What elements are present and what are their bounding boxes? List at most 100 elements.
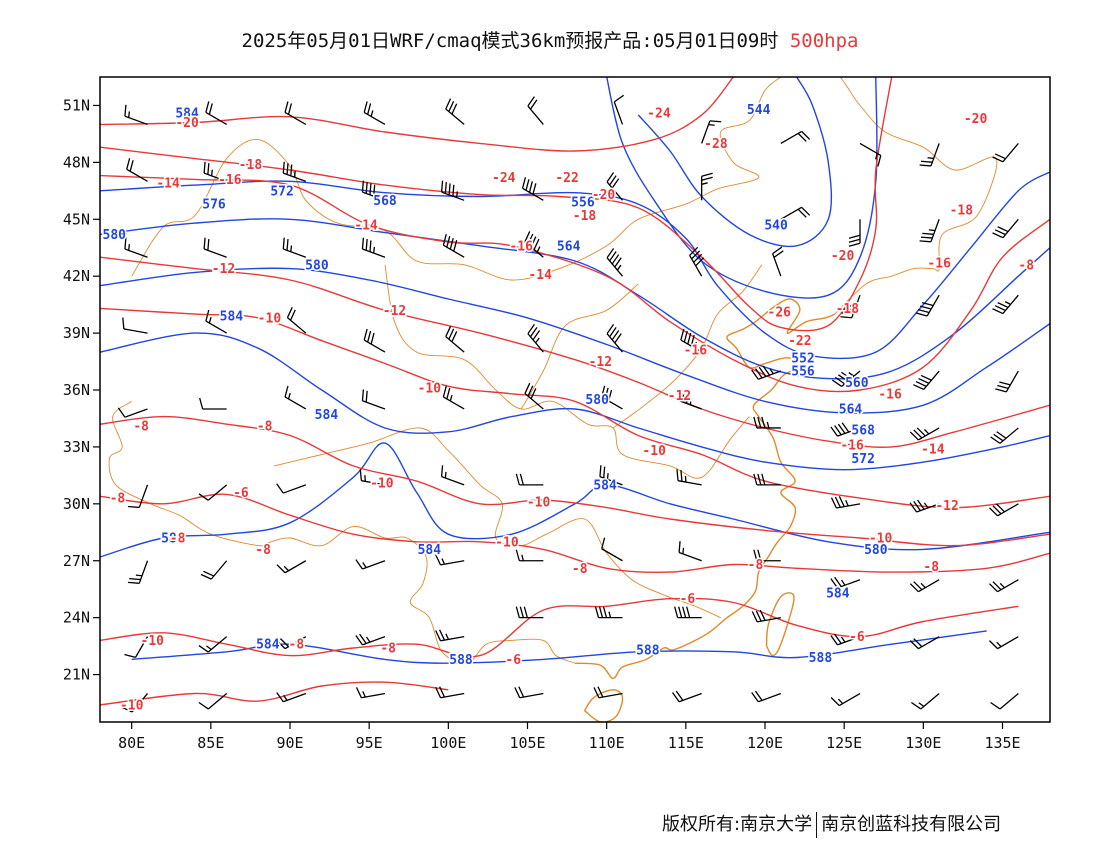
wind-barb <box>355 633 386 646</box>
height-label: 552 <box>791 351 814 366</box>
height-label: 584 <box>315 408 339 423</box>
wind-barb <box>830 576 861 589</box>
wind-barb <box>680 328 702 353</box>
temperature-label: -10 <box>418 382 442 397</box>
x-tick-label: 130E <box>905 734 941 752</box>
wind-barb <box>124 237 148 258</box>
temperature-label: -8 <box>170 531 186 546</box>
temperature-label: -8 <box>133 420 149 435</box>
wind-barb <box>909 427 940 441</box>
wind-barb <box>594 606 623 619</box>
temperature-label: -8 <box>110 492 126 507</box>
temperature-label: -28 <box>704 137 728 152</box>
height-label: 564 <box>557 239 581 254</box>
height-label: 564 <box>839 402 863 417</box>
temperature-contour <box>100 256 1050 448</box>
wind-barb <box>599 465 623 486</box>
wind-barb <box>284 385 307 410</box>
height-label: 580 <box>305 258 329 273</box>
wind-barb <box>515 549 544 562</box>
x-tick-label: 120E <box>747 734 783 752</box>
x-axis: 80E 85E 90E 95E 100E 105E 110E 115E 120E 125E 130E… <box>118 722 1021 752</box>
wind-barb <box>127 484 149 509</box>
wind-barb <box>913 370 940 391</box>
wind-barb <box>198 693 228 710</box>
temperature-label: -8 <box>748 558 764 573</box>
wind-barb <box>284 101 307 125</box>
x-tick-label: 125E <box>826 734 862 752</box>
wind-barb <box>361 389 386 410</box>
height-label: 588 <box>809 651 833 666</box>
temperature-label: -18 <box>950 203 974 218</box>
wind-barb <box>753 416 781 429</box>
height-contour <box>100 171 1050 360</box>
temperature-label: -14 <box>921 442 945 457</box>
wind-barb <box>276 483 307 494</box>
height-label: 580 <box>585 393 609 408</box>
temperature-label: -8 <box>572 562 588 577</box>
x-tick-label: 85E <box>197 734 224 752</box>
wind-barb <box>859 142 882 167</box>
height-label: 584 <box>826 587 850 602</box>
wind-barb <box>117 407 148 418</box>
temperature-label: -24 <box>647 107 671 122</box>
wind-barb <box>363 101 386 125</box>
temperature-labels: -20-18-16-14-14-12-12-10-10-8 -8-10-6-8-8… <box>108 105 1036 715</box>
temperature-label: -12 <box>935 499 958 514</box>
temperature-label: -6 <box>680 592 696 607</box>
copyright-left: 版权所有:南京大学 <box>662 814 813 835</box>
wind-barb <box>355 687 386 699</box>
wind-barb <box>751 690 782 703</box>
wind-barb <box>442 385 465 410</box>
wind-barb <box>198 484 228 501</box>
wind-barb <box>524 382 544 410</box>
wind-barb <box>988 636 1019 650</box>
temperature-label: -20 <box>831 249 855 264</box>
temperature-label: -26 <box>768 306 792 321</box>
chart-title: 2025年05月01日WRF/cmaq模式36km预报产品:05月01日09时 … <box>0 26 1100 53</box>
wind-barb <box>909 636 940 650</box>
temperature-label: -8 <box>380 642 396 657</box>
wind-barb <box>601 385 623 410</box>
wind-barb <box>606 248 623 277</box>
height-label: 584 <box>220 310 244 325</box>
wind-barb <box>995 370 1019 393</box>
wind-barb <box>676 469 702 486</box>
temperature-label: -10 <box>120 698 144 713</box>
temperature-label: -22 <box>788 334 811 349</box>
wind-barb <box>445 98 465 125</box>
y-tick-label: 36N <box>63 381 90 399</box>
plot-frame <box>99 76 1051 723</box>
temperature-label: -10 <box>869 531 893 546</box>
y-tick-label: 48N <box>63 153 90 171</box>
y-tick-label: 24N <box>63 609 90 627</box>
wind-barb <box>992 294 1019 315</box>
height-label: 544 <box>747 103 771 118</box>
wind-barb <box>276 692 307 703</box>
height-labels: 584 580 576 572 568 580 584 584 584 584 584 588 588 5… <box>101 101 889 669</box>
wind-barb <box>198 636 228 653</box>
wind-barb <box>613 94 624 125</box>
height-label: 580 <box>103 228 127 243</box>
height-label: 556 <box>791 365 815 380</box>
plot-background <box>100 77 1050 722</box>
wind-barb <box>911 693 940 710</box>
height-contour <box>131 630 987 664</box>
temperature-label: -16 <box>509 239 533 254</box>
temperature-label: -20 <box>175 116 199 131</box>
height-label: 584 <box>256 638 280 653</box>
title-main: 2025年05月01日WRF/cmaq模式36km预报产品:05月01日09时 <box>241 30 779 52</box>
wind-barb <box>440 180 465 201</box>
wind-barb <box>990 427 1019 444</box>
temperature-label: -24 <box>492 171 516 186</box>
height-contour <box>100 218 1050 380</box>
temperature-label: -18 <box>573 209 597 224</box>
wind-barb <box>830 496 861 509</box>
temperature-label: -16 <box>218 173 242 188</box>
wind-barb <box>606 323 623 353</box>
temperature-label: -10 <box>370 476 394 491</box>
coast-line <box>583 689 624 722</box>
temperature-label: -10 <box>642 444 666 459</box>
wind-barb <box>205 309 227 334</box>
weather-map: 584 580 576 572 568 580 584 584 584 584 584 588 588 5… <box>63 76 1051 752</box>
